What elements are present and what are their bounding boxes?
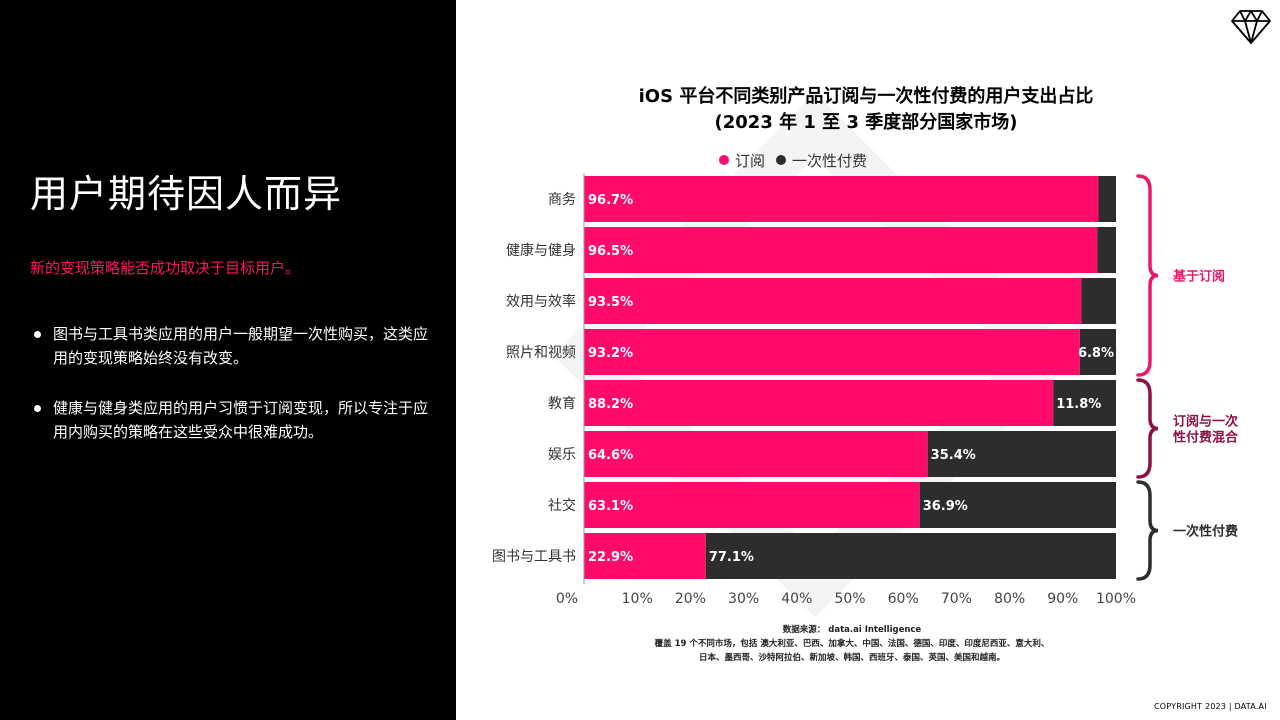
data-label: 93.2% [588,346,633,361]
x-tick-label: 70% [941,591,972,607]
category-label: 社交 [548,497,576,514]
group-label: 基于订阅 [1172,269,1225,285]
category-label: 教育 [548,396,576,412]
x-tick-label: 50% [834,591,865,607]
bar-segment [919,482,1116,528]
bullet-item: 健康与健身类应用的用户习惯于订阅变现，所以专注于应用内购买的策略在这些受众中很难… [30,396,430,444]
group-brace [1136,378,1159,479]
legend-marker [776,155,786,165]
x-tick-label: 90% [1047,591,1078,607]
data-label: 96.5% [588,244,633,259]
bullet-list: 图书与工具书类应用的用户一般期望一次性购买，这类应用的变现策略始终没有改变。 健… [30,322,430,470]
source-note: 覆盖 19 个不同市场，包括 澳大利亚、巴西、加拿大、中国、法国、德国、印度、印… [655,638,1050,649]
data-label: 11.8% [1056,397,1101,412]
group-brace [1136,174,1159,377]
bar-segment [584,176,1099,222]
left-panel: 用户期待因人而异 新的变现策略能否成功取决于目标用户。 图书与工具书类应用的用户… [0,0,456,720]
x-tick-label: 10% [622,591,653,607]
x-tick-label: 20% [675,591,706,607]
bar-segment [705,533,1116,579]
bar-segment [584,278,1082,324]
source-note: 数据来源： data.ai Intelligence [783,624,922,635]
copyright: COPYRIGHT 2023 | DATA.AI [1154,702,1267,711]
data-label: 63.1% [588,499,633,514]
subtitle: 新的变现策略能否成功取决于目标用户。 [30,259,301,277]
bar-segment [1079,329,1116,375]
data-label: 93.5% [588,295,633,310]
x-tick-label: 40% [781,591,812,607]
data-label: 88.2% [588,397,633,412]
page-title: 用户期待因人而异 [30,172,343,216]
bar-segment [584,482,920,528]
category-label: 健康与健身 [506,242,576,259]
x-tick-label: 60% [888,591,919,607]
data-label: 96.7% [588,193,633,208]
data-label: 6.8% [1078,346,1114,361]
chart: iOS 平台不同类别产品订阅与一次性付费的用户支出占比 (2023 年 1 至 3… [492,85,1239,663]
category-label: 娱乐 [548,447,576,463]
x-tick-label: 30% [728,591,759,607]
category-label: 效用与效率 [506,293,576,310]
bar-segment [584,227,1098,273]
group-label: 性付费混合 [1173,430,1239,446]
bar-segment [1097,227,1116,273]
group-label: 订阅与一次 [1173,414,1238,430]
bar-segment [1081,278,1116,324]
bar-segment [927,431,1116,477]
bullet-text: 图书与工具书类应用的用户一般期望一次性购买，这类应用的变现策略始终没有改变。 [53,325,429,367]
legend-label: 订阅 [735,152,765,170]
diamond-icon [1231,10,1271,44]
bullet-item: 图书与工具书类应用的用户一般期望一次性购买，这类应用的变现策略始终没有改变。 [30,322,430,370]
data-label: 22.9% [588,550,633,565]
data-label: 64.6% [588,448,633,463]
bar-segment [584,380,1054,426]
bar-segment [1098,176,1116,222]
bar-segment [1053,380,1116,426]
legend-label: 一次性付费 [792,152,867,170]
legend-marker [719,155,729,165]
data-label: 77.1% [709,550,754,565]
source-note: 日本、墨西哥、沙特阿拉伯、新加坡、韩国、西班牙、泰国、英国、美国和越南。 [699,652,1005,663]
bullet-dot-icon [34,331,41,338]
bar-segment [584,533,706,579]
bullet-text: 健康与健身类应用的用户习惯于订阅变现，所以专注于应用内购买的策略在这些受众中很难… [53,399,429,441]
data-label: 36.9% [923,499,968,514]
group-label: 一次性付费 [1173,524,1238,540]
bar-segment [584,431,928,477]
x-tick-label: 0% [556,591,578,607]
category-label: 照片和视频 [506,345,576,361]
x-tick-label: 80% [994,591,1025,607]
group-brace [1136,480,1159,581]
bullet-dot-icon [34,405,41,412]
category-label: 图书与工具书 [492,549,576,565]
chart-title: iOS 平台不同类别产品订阅与一次性付费的用户支出占比 [639,85,1094,107]
category-label: 商务 [548,192,576,208]
x-tick-label: 100% [1096,591,1136,607]
data-label: 35.4% [931,448,976,463]
bar-segment [584,329,1080,375]
chart-title: (2023 年 1 至 3 季度部分国家市场) [715,111,1018,133]
